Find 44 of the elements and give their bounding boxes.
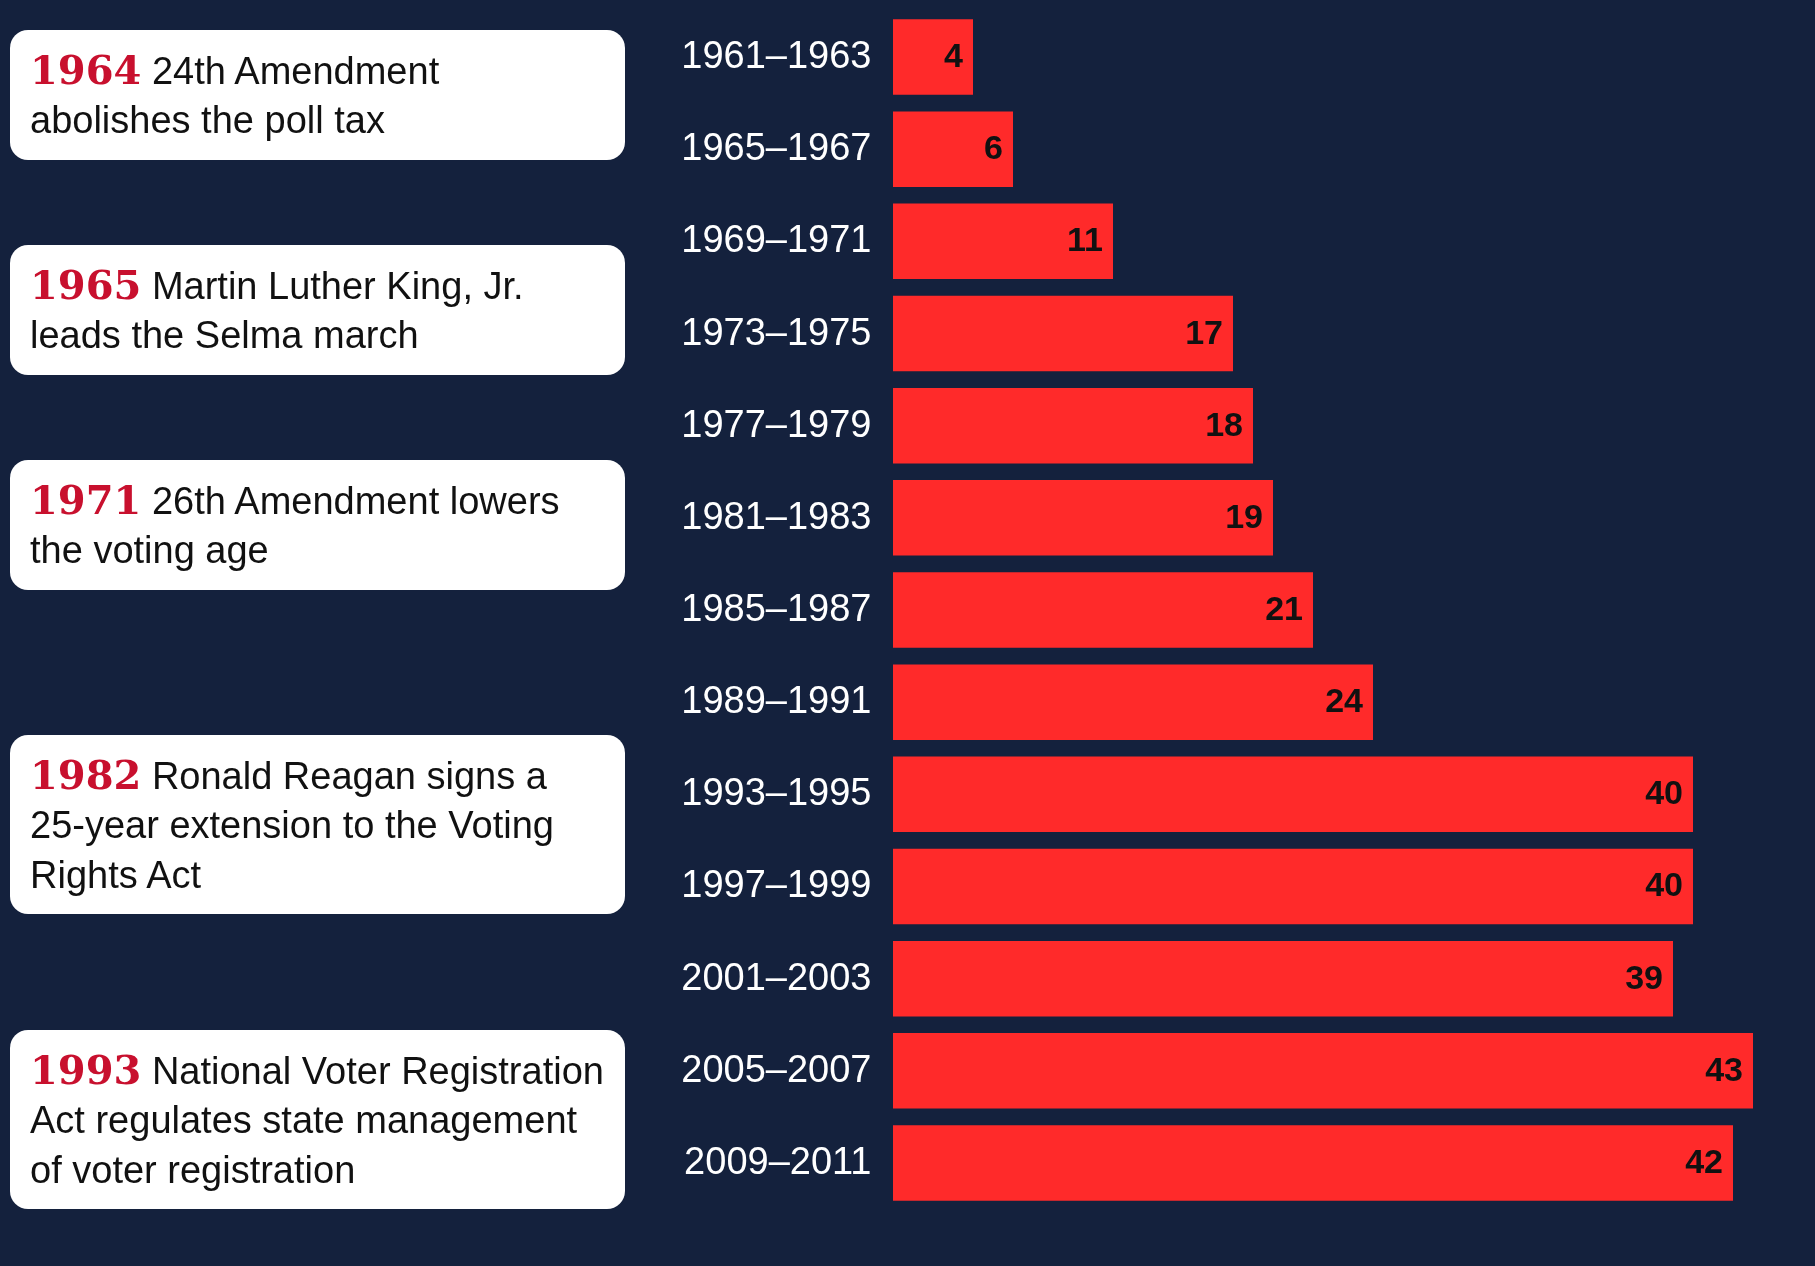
- text: 1993 National Voter Registration Act regulates state management of voter registration: [10, 1030, 625, 1210]
- text: 1965 Martin Luther King, Jr. leads the Selma march: [10, 245, 625, 375]
- y-tick-label: 1993–1995: [681, 771, 872, 814]
- text: 1964 24th Amendment abolishes the poll tax: [10, 30, 625, 160]
- data-label: 4: [944, 36, 964, 74]
- data-label: 43: [1705, 1049, 1743, 1088]
- y-tick-label: 2009–2011: [684, 1140, 872, 1182]
- bar: [893, 111, 1013, 187]
- y-tick-label: 1989–1991: [681, 679, 872, 722]
- data-label: 40: [1645, 773, 1683, 812]
- bar: [893, 940, 1673, 1017]
- y-tick-label: 2005–2007: [681, 1047, 872, 1090]
- y-tick-label: 1997–1999: [681, 863, 872, 906]
- y-tick-label: 1977–1979: [681, 402, 872, 445]
- text: 1971 26th Amendment lowers the voting age: [10, 460, 625, 590]
- y-tick-label: 1985–1987: [681, 587, 872, 629]
- data-label: 6: [984, 128, 1003, 167]
- y-tick-label: 2001–2003: [681, 955, 872, 998]
- y-tick-label: 1969–1971: [681, 218, 872, 261]
- y-tick-label: 1981–1983: [681, 494, 872, 537]
- bar: [893, 203, 1113, 280]
- data-label: 11: [1067, 220, 1103, 259]
- bar: [893, 1033, 1753, 1109]
- data-label: 39: [1625, 957, 1663, 996]
- data-label: 40: [1645, 865, 1683, 904]
- bar: [893, 756, 1693, 833]
- bar: [893, 848, 1693, 925]
- bar: [893, 664, 1373, 740]
- bar: [893, 387, 1253, 464]
- data-label: 19: [1225, 496, 1263, 535]
- data-label: 21: [1265, 589, 1303, 627]
- data-label: 18: [1205, 404, 1243, 443]
- bar: [893, 295, 1233, 372]
- data-label: 17: [1185, 312, 1223, 351]
- y-tick-label: 1965–1967: [681, 126, 872, 169]
- y-tick-label: 1961–1963: [681, 34, 872, 76]
- bar: [893, 480, 1273, 556]
- data-label: 24: [1325, 681, 1364, 720]
- bar: [893, 1125, 1733, 1201]
- bar: [893, 19, 973, 95]
- y-tick-label: 1973–1975: [681, 310, 872, 353]
- data-label: 42: [1685, 1142, 1723, 1180]
- text: 1982 Ronald Reagan signs a 25-year extension to the Voting Rights Act: [10, 735, 625, 915]
- bar: [893, 572, 1313, 648]
